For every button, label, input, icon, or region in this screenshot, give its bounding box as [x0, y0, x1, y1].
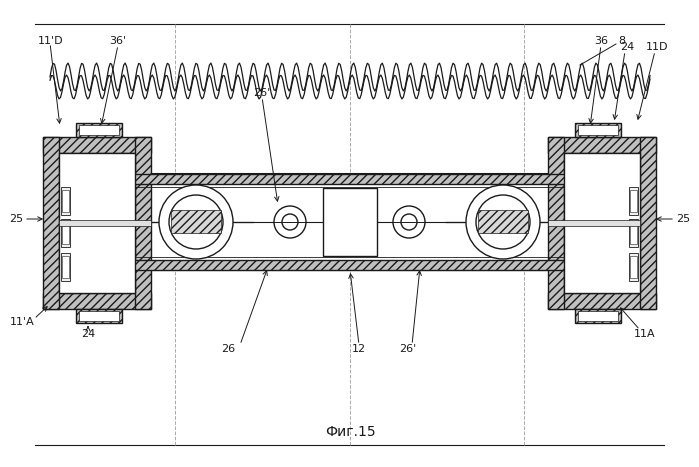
Bar — [630, 222, 637, 244]
Bar — [548, 137, 656, 153]
Bar — [43, 137, 151, 153]
Bar — [76, 309, 122, 323]
Bar — [79, 311, 119, 321]
Text: Фиг.15: Фиг.15 — [325, 425, 375, 439]
Circle shape — [401, 214, 417, 230]
Text: 24: 24 — [81, 329, 95, 339]
Bar — [323, 188, 377, 256]
Bar — [564, 153, 640, 293]
Bar — [130, 260, 570, 270]
Bar — [59, 220, 151, 226]
Bar — [478, 210, 528, 233]
Bar — [61, 253, 70, 281]
Bar — [61, 187, 70, 215]
Bar — [62, 222, 69, 244]
Bar — [629, 187, 638, 215]
Text: 26': 26' — [399, 344, 417, 354]
Text: 26': 26' — [253, 88, 271, 98]
Bar — [575, 123, 621, 137]
Bar — [629, 253, 638, 281]
Bar — [61, 219, 70, 247]
Text: 11'D: 11'D — [38, 36, 64, 46]
Bar — [578, 125, 618, 135]
Bar — [43, 293, 151, 309]
Text: 26: 26 — [221, 344, 235, 354]
Circle shape — [466, 185, 540, 259]
Bar — [629, 219, 638, 247]
Bar — [62, 256, 69, 278]
Text: 25: 25 — [676, 214, 690, 224]
Text: 12: 12 — [352, 344, 366, 354]
Text: 8: 8 — [619, 36, 626, 46]
Bar — [76, 123, 122, 137]
Circle shape — [476, 195, 530, 249]
Text: 11A: 11A — [634, 329, 656, 339]
Bar — [575, 309, 621, 323]
Text: 25: 25 — [9, 214, 23, 224]
Bar — [59, 153, 135, 293]
Bar — [79, 125, 119, 135]
Text: 11'A: 11'A — [10, 317, 34, 327]
Bar — [548, 293, 656, 309]
Bar — [130, 174, 570, 270]
Bar — [548, 137, 564, 309]
Bar — [548, 220, 640, 226]
Bar — [640, 137, 656, 309]
Bar — [62, 190, 69, 212]
Circle shape — [282, 214, 298, 230]
Text: 24: 24 — [620, 42, 634, 52]
Circle shape — [169, 195, 223, 249]
Text: 11D: 11D — [646, 42, 668, 52]
Bar — [135, 137, 151, 309]
Circle shape — [393, 206, 425, 238]
Text: 36': 36' — [110, 36, 127, 46]
Circle shape — [159, 185, 233, 259]
Bar — [578, 311, 618, 321]
Circle shape — [274, 206, 306, 238]
Bar — [630, 256, 637, 278]
Text: 36: 36 — [594, 36, 608, 46]
Bar — [171, 210, 221, 233]
Bar — [43, 137, 59, 309]
Bar — [130, 174, 570, 184]
Bar — [630, 190, 637, 212]
